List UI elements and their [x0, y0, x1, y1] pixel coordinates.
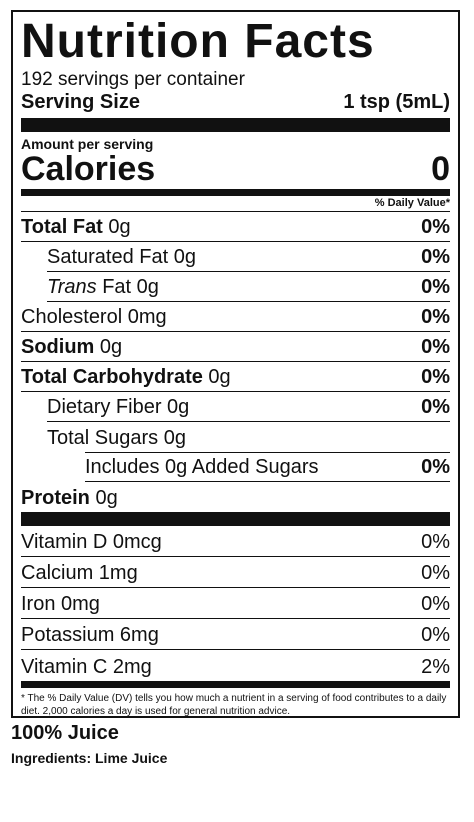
- nutrient-row-cholesterol: Cholesterol 0mg 0%: [21, 302, 450, 332]
- vitamin-pct: 0%: [421, 593, 450, 615]
- nutrient-row-total-fat: Total Fat 0g 0%: [21, 212, 450, 242]
- nutrition-facts-panel: Nutrition Facts 192 servings per contain…: [11, 10, 460, 718]
- nutrient-row-added-sugars: Includes 0g Added Sugars 0%: [85, 452, 450, 482]
- nutrient-pct: 0%: [421, 276, 450, 298]
- servings-per-container: 192 servings per container: [21, 69, 245, 90]
- nutrient-row-protein: Protein 0g: [21, 482, 450, 512]
- nutrient-label: Sodium 0g: [21, 336, 123, 358]
- nutrient-label: Trans Fat 0g: [47, 276, 159, 298]
- vitamin-pct: 0%: [421, 624, 450, 646]
- serving-size-value: 1 tsp (5mL): [343, 91, 450, 113]
- nutrient-row-saturated-fat: Saturated Fat 0g 0%: [47, 242, 450, 272]
- vitamin-row: Vitamin C 2mg 2%: [21, 650, 450, 681]
- nutrient-row-trans-fat: Trans Fat 0g 0%: [47, 272, 450, 302]
- calories-value: 0: [431, 150, 450, 188]
- thick-divider: [21, 512, 450, 526]
- nutrient-row-total-carbohydrate: Total Carbohydrate 0g 0%: [21, 362, 450, 392]
- thick-divider: [21, 118, 450, 132]
- vitamin-label: Vitamin D 0mcg: [21, 531, 162, 553]
- vitamin-pct: 0%: [421, 562, 450, 584]
- nutrient-pct: 0%: [421, 456, 450, 478]
- nutrient-label: Dietary Fiber 0g: [47, 396, 190, 418]
- vitamin-row: Iron 0mg 0%: [21, 588, 450, 619]
- amount-per-serving: Amount per serving: [21, 136, 154, 152]
- nutrient-label: Includes 0g Added Sugars: [85, 456, 319, 478]
- nutrient-pct: 0%: [421, 246, 450, 268]
- nutrient-pct: 0%: [421, 366, 450, 388]
- vitamin-pct: 2%: [421, 656, 450, 678]
- daily-value-header: % Daily Value*: [21, 196, 450, 212]
- vitamin-row: Calcium 1mg 0%: [21, 557, 450, 588]
- vitamin-pct: 0%: [421, 531, 450, 553]
- nutrient-label: Protein 0g: [21, 487, 118, 509]
- serving-size-label: Serving Size: [21, 91, 140, 113]
- calories-row: Calories 0: [21, 152, 450, 186]
- nutrient-pct: 0%: [421, 396, 450, 418]
- vitamin-label: Calcium 1mg: [21, 562, 138, 584]
- nutrient-label: Total Fat 0g: [21, 216, 131, 238]
- vitamin-row: Potassium 6mg 0%: [21, 619, 450, 650]
- nutrient-label: Total Sugars 0g: [47, 427, 186, 449]
- nutrient-row-total-sugars: Total Sugars 0g: [47, 422, 450, 452]
- vitamin-row: Vitamin D 0mcg 0%: [21, 526, 450, 557]
- vitamin-label: Potassium 6mg: [21, 624, 159, 646]
- nutrient-label: Saturated Fat 0g: [47, 246, 196, 268]
- daily-value-footnote: * The % Daily Value (DV) tells you how m…: [21, 693, 447, 717]
- medium-divider: [21, 681, 450, 688]
- nutrient-label: Total Carbohydrate 0g: [21, 366, 231, 388]
- vitamin-label: Iron 0mg: [21, 593, 100, 615]
- nutrient-row-dietary-fiber: Dietary Fiber 0g 0%: [47, 392, 450, 422]
- juice-label: 100% Juice: [11, 722, 119, 744]
- nutrient-pct: 0%: [421, 336, 450, 358]
- serving-size-row: Serving Size 1 tsp (5mL): [21, 90, 450, 114]
- nutrient-row-sodium: Sodium 0g 0%: [21, 332, 450, 362]
- nutrient-pct: 0%: [421, 306, 450, 328]
- calories-label: Calories: [21, 150, 156, 188]
- nutrient-label: Cholesterol 0mg: [21, 306, 167, 328]
- vitamin-label: Vitamin C 2mg: [21, 656, 152, 678]
- medium-divider: [21, 189, 450, 196]
- ingredients-text: Ingredients: Lime Juice: [11, 750, 168, 766]
- nutrient-pct: 0%: [421, 216, 450, 238]
- panel-title: Nutrition Facts: [21, 15, 375, 68]
